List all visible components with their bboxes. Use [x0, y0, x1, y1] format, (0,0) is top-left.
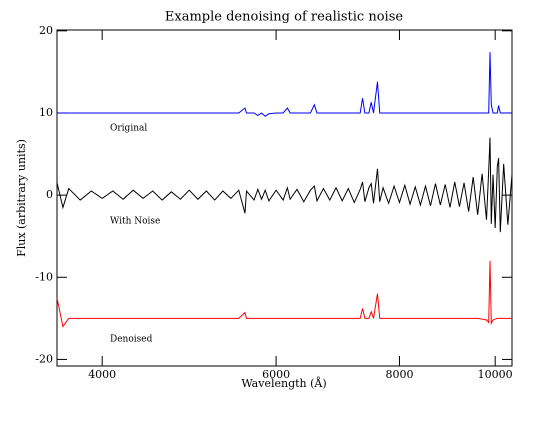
y-tick-label: -10	[35, 270, 53, 283]
annotation: With Noise	[110, 217, 160, 227]
annotation: Original	[110, 124, 147, 134]
y-tick-label: 20	[39, 24, 53, 37]
y-tick-label: 10	[39, 106, 53, 119]
x-tick-label: 8000	[385, 368, 413, 381]
y-tick-label: 0	[46, 188, 53, 201]
x-tick-label: 10000	[478, 368, 513, 381]
x-tick-label: 6000	[262, 368, 290, 381]
plot-frame	[56, 29, 513, 367]
series-line	[57, 52, 512, 117]
series-line	[56, 260, 512, 328]
x-axis-label: Wavelength (Å)	[241, 376, 326, 390]
x-tick-label: 4000	[88, 368, 116, 381]
chart-title: Example denoising of realistic noise	[165, 10, 403, 25]
annotation: Denoised	[110, 335, 153, 345]
y-tick-label: -20	[35, 352, 53, 365]
series-line	[56, 137, 513, 233]
y-axis-label: Flux (arbitrary units)	[15, 139, 28, 257]
